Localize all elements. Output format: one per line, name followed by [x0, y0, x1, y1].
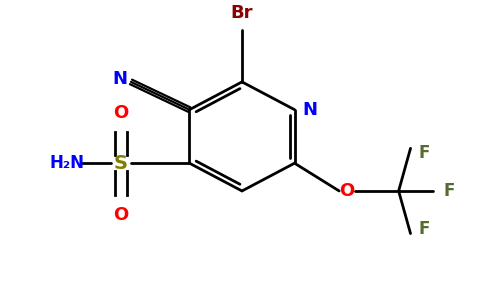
Text: O: O: [113, 206, 129, 224]
Text: Br: Br: [231, 4, 253, 22]
Text: O: O: [113, 103, 129, 122]
Text: F: F: [419, 220, 430, 238]
Text: F: F: [443, 182, 454, 200]
Text: H₂N: H₂N: [49, 154, 84, 172]
Text: O: O: [339, 182, 355, 200]
Text: S: S: [114, 154, 128, 173]
Text: N: N: [302, 101, 318, 119]
Text: F: F: [419, 144, 430, 162]
Text: N: N: [113, 70, 128, 88]
